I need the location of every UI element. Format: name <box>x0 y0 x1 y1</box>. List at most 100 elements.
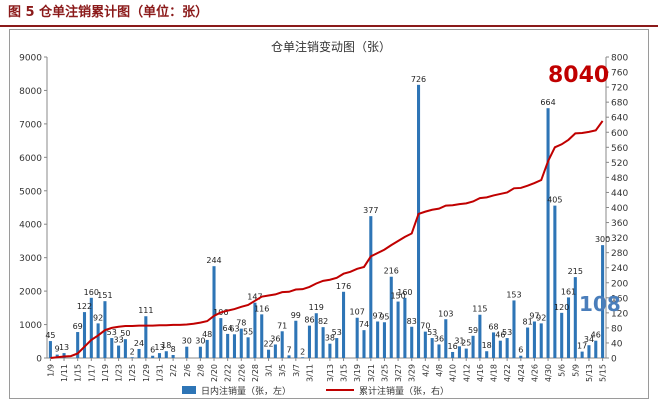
left-tick-label: 8000 <box>19 87 42 97</box>
x-tick-label: 4/2 <box>421 364 430 377</box>
bar <box>117 345 121 358</box>
bar-data-label: 16 <box>448 342 458 351</box>
right-tick-label: 320 <box>611 234 628 244</box>
bar-data-label: 70 <box>420 322 430 331</box>
bar-data-label: 92 <box>536 313 546 322</box>
x-tick-label: 2/2 <box>169 364 178 377</box>
x-tick-label: 1/11 <box>60 364 69 382</box>
bar <box>48 341 52 358</box>
bar-data-label: 726 <box>411 75 426 84</box>
right-tick-label: 480 <box>611 174 628 184</box>
x-tick-label: 2/8 <box>196 364 205 377</box>
left-tick-label: 5000 <box>19 187 42 197</box>
right-tick-label: 520 <box>611 159 628 169</box>
bar-data-label: 46 <box>495 331 505 340</box>
left-tick-label: 9000 <box>19 54 42 64</box>
bar <box>321 327 325 358</box>
x-tick-label: 2/26 <box>237 364 246 382</box>
bar-data-label: 120 <box>554 303 569 312</box>
bar-data-label: 92 <box>93 313 103 322</box>
x-tick-label: 3/29 <box>408 364 417 382</box>
bar-data-label: 36 <box>270 334 280 343</box>
bar <box>185 346 189 358</box>
bar-data-label: 82 <box>318 317 328 326</box>
line-series <box>50 120 604 359</box>
right-tick-label: 240 <box>611 264 628 274</box>
bar <box>560 312 564 358</box>
axes: 0 1000 2000 3000 4000 5000 6000 7000 8000 9000 0 40… <box>19 54 628 365</box>
bar-data-label: 24 <box>134 339 144 348</box>
bar <box>171 354 175 358</box>
bar <box>144 316 148 358</box>
bar <box>164 351 168 358</box>
bar <box>212 266 216 358</box>
bar-data-label: 53 <box>332 328 342 337</box>
bar-data-label: 111 <box>138 306 153 315</box>
bar <box>96 323 100 358</box>
bar <box>396 301 400 358</box>
bar <box>219 318 223 358</box>
bar-data-label: 13 <box>154 343 164 352</box>
bar-data-label: 244 <box>206 256 221 265</box>
bar-data-label: 664 <box>540 98 555 107</box>
right-tick-label: 400 <box>611 204 628 214</box>
bar-data-label: 34 <box>584 335 594 344</box>
bar <box>437 344 441 358</box>
bar-data-label: 69 <box>73 322 83 331</box>
bar <box>546 108 550 358</box>
bar <box>430 338 434 358</box>
bar-data-label: 55 <box>243 327 253 336</box>
left-tick-label: 3000 <box>19 254 42 264</box>
x-tick-label: 1/25 <box>128 364 137 382</box>
legend: 日内注销量（张，左） 累计注销量（张，右） <box>182 385 449 397</box>
bar-data-label: 81 <box>523 318 533 327</box>
bar-data-label: 151 <box>97 291 112 300</box>
left-tick-label: 0 <box>36 355 42 365</box>
bar-data-label: 122 <box>77 302 92 311</box>
bar <box>280 331 284 358</box>
right-tick-label: 0 <box>611 355 617 365</box>
bar <box>573 277 577 358</box>
bar-data-label: 53 <box>427 328 437 337</box>
bar-data-label: 22 <box>263 340 273 349</box>
latest-daily-callout: 108 <box>579 292 621 316</box>
x-tick-label: 5/15 <box>599 364 608 382</box>
bar-data-label: 103 <box>438 309 453 318</box>
bar <box>491 332 496 358</box>
x-tick-label: 3/7 <box>292 364 301 377</box>
bar-data-label: 18 <box>482 341 492 350</box>
bar-data-label: 6 <box>150 346 155 355</box>
bar-data-label: 74 <box>359 320 369 329</box>
bar <box>376 321 380 358</box>
x-tick-label: 4/10 <box>449 364 458 382</box>
bar <box>205 339 209 358</box>
bar <box>512 300 516 358</box>
bar <box>342 291 346 358</box>
x-tick-label: 4/24 <box>517 364 526 382</box>
bar-data-label: 300 <box>595 235 610 244</box>
bar <box>253 302 257 358</box>
bar-data-label: 48 <box>202 330 212 339</box>
x-tick-label: 3/13 <box>326 364 335 382</box>
bar-data-label: 7 <box>286 345 291 354</box>
bar <box>389 276 393 358</box>
bar-data-label: 160 <box>397 288 412 297</box>
x-tick-label: 3/25 <box>380 364 389 382</box>
x-tick-label: 5/6 <box>558 364 567 377</box>
legend-bar-swatch <box>182 386 196 394</box>
x-tick-label: 4/30 <box>544 364 553 382</box>
bar-data-label: 107 <box>350 308 365 317</box>
bar <box>594 340 598 358</box>
x-tick-label: 2/22 <box>224 364 233 382</box>
bar-data-label: 116 <box>254 304 269 313</box>
bar <box>355 317 359 358</box>
bar-data-label: 36 <box>434 334 444 343</box>
bar <box>157 353 162 358</box>
x-tick-label: 4/18 <box>490 364 499 382</box>
bar-data-label: 119 <box>309 303 324 312</box>
right-tick-label: 280 <box>611 249 628 259</box>
bar-data-label: 45 <box>45 331 55 340</box>
right-tick-label: 680 <box>611 99 628 109</box>
figure-title: 图 5 仓单注销累计图（单位：张） <box>8 5 209 20</box>
bar-data-label: 46 <box>591 331 601 340</box>
